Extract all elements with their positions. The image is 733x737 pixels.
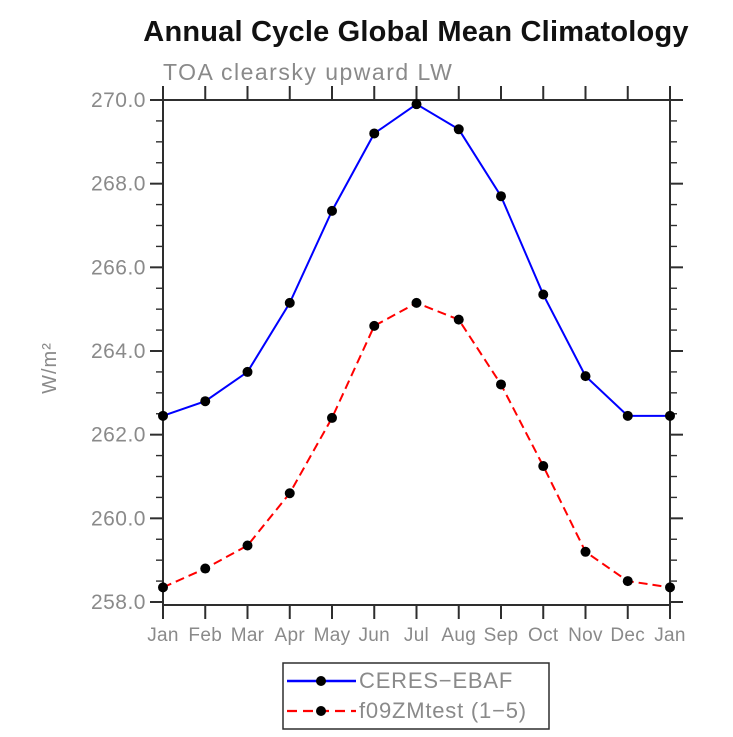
x-tick-label: Sep bbox=[484, 625, 519, 646]
data-point bbox=[200, 396, 211, 407]
data-point bbox=[242, 540, 253, 551]
legend-marker-f09zmtest bbox=[316, 706, 326, 716]
data-point bbox=[158, 410, 168, 421]
axis-layer: 258.0 260.0 262.0 264.0 266.0 268.0 270.0 Jan Fe… bbox=[91, 86, 686, 646]
data-point bbox=[665, 410, 675, 421]
data-point bbox=[200, 563, 211, 574]
data-point bbox=[327, 412, 337, 423]
x-tick-label: Jun bbox=[358, 625, 390, 646]
chart-title: Annual Cycle Global Mean Climatology bbox=[143, 16, 688, 48]
data-point bbox=[411, 297, 422, 308]
data-point bbox=[496, 379, 506, 390]
x-tick-label: May bbox=[314, 625, 351, 646]
y-tick-label: 258.0 bbox=[91, 591, 146, 614]
data-point bbox=[327, 205, 337, 216]
chart-subtitle: TOA clearsky upward LW bbox=[163, 59, 453, 85]
data-point bbox=[622, 410, 633, 421]
data-point bbox=[453, 314, 464, 325]
series-layer bbox=[158, 99, 675, 593]
y-tick-label: 270.0 bbox=[91, 89, 146, 112]
x-tick-label: Jul bbox=[404, 625, 429, 646]
x-tick-label: Jan bbox=[654, 625, 686, 646]
y-tick-label: 262.0 bbox=[91, 424, 146, 447]
y-tick-label: 260.0 bbox=[91, 507, 146, 530]
data-point bbox=[580, 546, 591, 557]
x-tick-label: Mar bbox=[231, 625, 265, 646]
y-tick-label: 264.0 bbox=[91, 340, 146, 363]
data-point bbox=[369, 320, 380, 331]
x-tick-label: Apr bbox=[275, 625, 306, 646]
y-axis-unit-label: W/m² bbox=[39, 342, 61, 394]
legend: CERES−EBAF f09ZMtest (1−5) bbox=[282, 662, 550, 730]
data-point bbox=[580, 371, 591, 382]
data-point bbox=[284, 488, 295, 499]
legend-marker-ceres-ebaf bbox=[316, 676, 326, 686]
data-point bbox=[538, 461, 549, 472]
data-point bbox=[284, 297, 295, 308]
data-point bbox=[538, 289, 549, 300]
legend-label-f09zmtest: f09ZMtest (1−5) bbox=[359, 698, 527, 723]
x-tick-label: Aug bbox=[441, 625, 476, 646]
plot-frame bbox=[162, 99, 671, 606]
data-point bbox=[242, 366, 253, 377]
x-tick-label: Nov bbox=[568, 625, 603, 646]
x-tick-label: Feb bbox=[188, 625, 222, 646]
data-point bbox=[622, 576, 633, 587]
x-tick-label: Jan bbox=[147, 625, 179, 646]
legend-label-ceres-ebaf: CERES−EBAF bbox=[359, 668, 513, 693]
series-line-f09zmtest-1-5- bbox=[162, 301, 671, 589]
legend-box bbox=[282, 662, 550, 730]
y-tick-label: 268.0 bbox=[91, 173, 146, 196]
data-point bbox=[665, 582, 675, 593]
data-point bbox=[453, 124, 464, 135]
y-tick-label: 266.0 bbox=[91, 256, 146, 279]
data-point bbox=[158, 582, 168, 593]
data-point bbox=[369, 128, 380, 139]
series-line-ceres-ebaf bbox=[162, 102, 670, 417]
x-tick-label: Oct bbox=[528, 625, 559, 646]
x-tick-label: Dec bbox=[610, 625, 645, 646]
data-point bbox=[496, 191, 506, 202]
data-point bbox=[411, 99, 422, 110]
